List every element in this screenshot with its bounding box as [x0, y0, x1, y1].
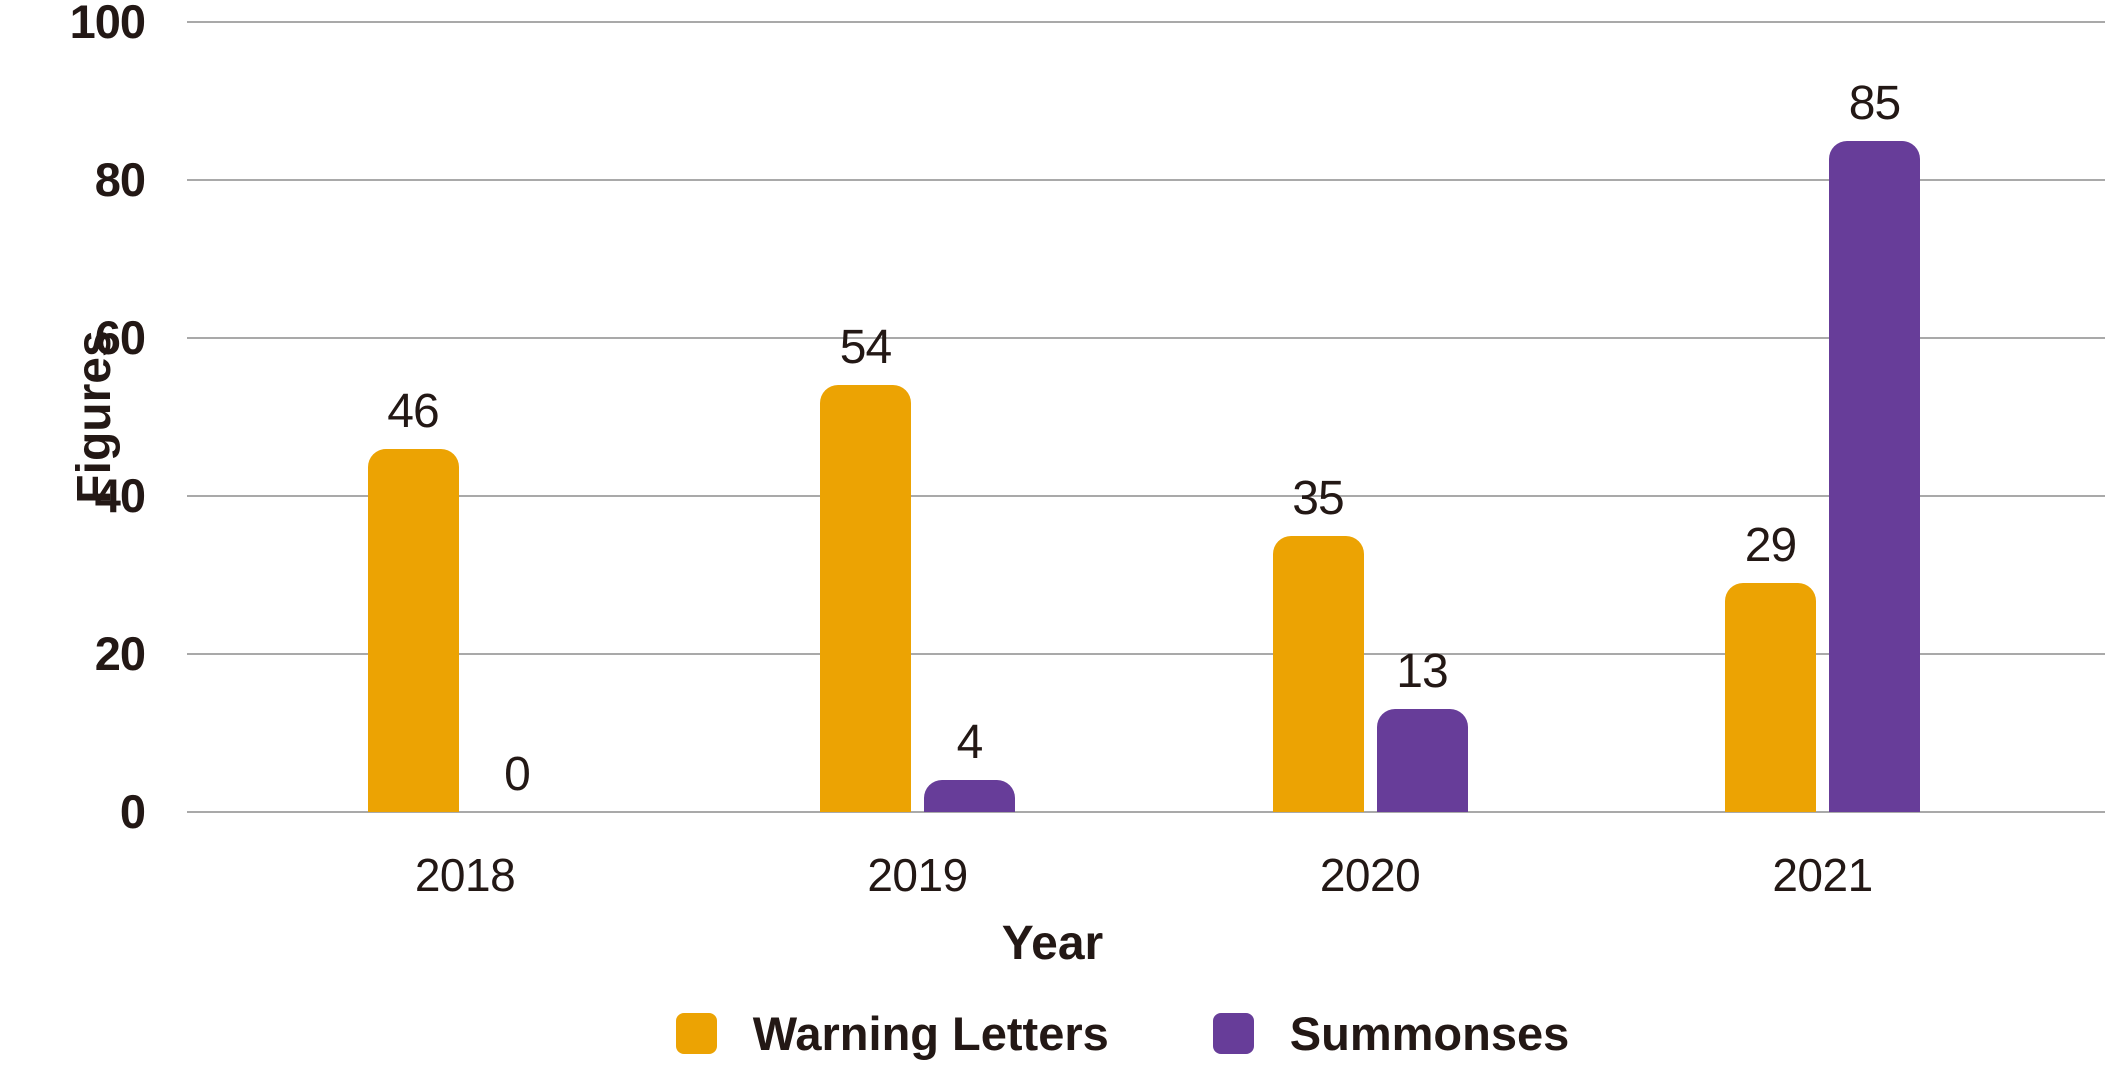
- bar-summonses-2020: [1376, 709, 1468, 812]
- x-tick-label-2021: 2021: [1772, 849, 1873, 901]
- y-tick-label: 100: [69, 0, 146, 48]
- bar-warning-letters-2020: [1272, 535, 1364, 812]
- legend-label-warning-letters: Warning Letters: [752, 1007, 1109, 1060]
- gridline: [187, 653, 2105, 655]
- bar-warning-letters-2018: [367, 448, 459, 812]
- value-label-warning-letters-2018: 46: [387, 384, 439, 438]
- y-tick-label: 40: [94, 469, 146, 522]
- legend-item-warning-letters: Warning Letters: [675, 1006, 1109, 1061]
- y-tick-label: 60: [94, 311, 146, 364]
- value-label-summonses-2018: 0: [504, 748, 531, 801]
- legend-label-summonses: Summonses: [1289, 1007, 1570, 1060]
- x-tick-label-2020: 2020: [1319, 849, 1421, 901]
- legend-item-summonses: Summonses: [1212, 1006, 1570, 1061]
- y-tick-label: 20: [94, 627, 146, 680]
- value-label-summonses-2020: 13: [1396, 645, 1448, 699]
- gridline: [187, 21, 2105, 23]
- value-label-summonses-2019: 4: [956, 716, 984, 770]
- gridline: [187, 179, 2105, 181]
- bar-summonses-2021: [1829, 140, 1920, 812]
- gridline: [187, 811, 2105, 813]
- value-label-warning-letters-2019: 54: [839, 321, 892, 375]
- warning-letters-swatch-icon: [675, 1013, 717, 1054]
- y-tick-label: 80: [94, 153, 146, 206]
- plot-area: 0 20 40 60 80 100 46 0 2018 54 4 2019 35 13 2020 29 85 20…: [70, 0, 2105, 901]
- bar-warning-letters-2019: [820, 385, 911, 812]
- x-axis-title: Year: [1001, 917, 1104, 970]
- value-label-summonses-2021: 85: [1848, 76, 1901, 130]
- summonses-swatch-icon: [1212, 1013, 1254, 1054]
- x-tick-label-2019: 2019: [867, 849, 968, 901]
- y-tick-label: 0: [119, 785, 146, 838]
- gridline: [187, 337, 2105, 339]
- value-label-warning-letters-2020: 35: [1292, 471, 1344, 525]
- legend: Warning Letters Summonses: [140, 1006, 2105, 1061]
- x-tick-label-2018: 2018: [414, 849, 516, 901]
- bar-summonses-2019: [924, 780, 1015, 812]
- gridline: [187, 495, 2105, 497]
- value-label-warning-letters-2021: 29: [1744, 518, 1797, 572]
- bar-warning-letters-2021: [1725, 582, 1816, 812]
